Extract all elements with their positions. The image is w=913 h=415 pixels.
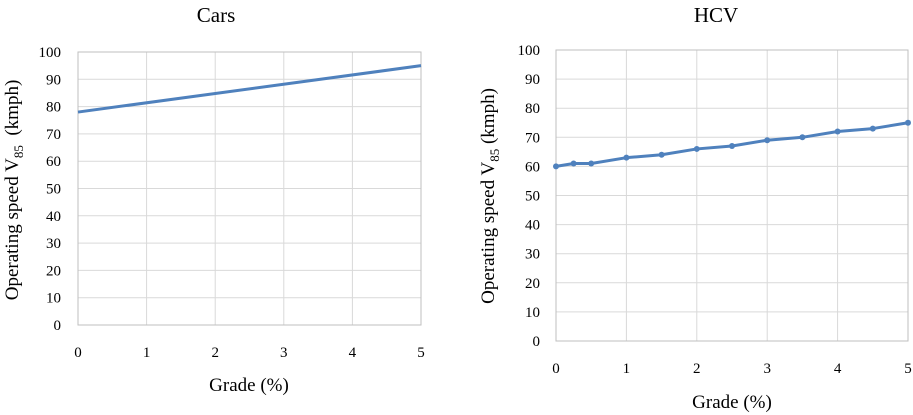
- y-axis-label-unit-cars: (kmph): [2, 80, 23, 145]
- y-axis-label-cars: Operating speed V85 (kmph): [2, 80, 26, 301]
- y-tick-label: 30: [46, 236, 61, 252]
- y-tick-label: 80: [46, 100, 61, 116]
- y-tick-label: 90: [46, 72, 61, 88]
- y-tick-labels-hcv: 0 10 20 30 40 50 60 70 80 90 100: [518, 43, 541, 350]
- y-tick-labels-cars: 0 10 20 30 40 50 60 70 80 90 100: [39, 45, 62, 334]
- chart-title-cars: Cars: [197, 3, 236, 27]
- x-tick-label: 5: [904, 361, 912, 377]
- plot-frame: [555, 49, 909, 342]
- data-point: [570, 160, 577, 167]
- series-cars: [77, 64, 422, 114]
- data-point: [729, 143, 735, 150]
- x-tick-label: 4: [834, 361, 842, 377]
- data-point: [799, 134, 806, 141]
- x-tick-label: 5: [417, 345, 425, 361]
- y-tick-label: 30: [525, 247, 540, 263]
- data-point: [553, 163, 559, 170]
- x-axis-label-cars: Grade (%): [209, 375, 289, 396]
- y-tick-label: 10: [46, 291, 61, 307]
- y-tick-label: 70: [525, 130, 540, 146]
- x-axis-label-hcv: Grade (%): [692, 392, 772, 413]
- x-tick-label: 1: [143, 345, 151, 361]
- y-tick-label: 40: [46, 209, 61, 225]
- y-tick-label: 0: [54, 318, 62, 334]
- y-axis-label-subscript-hcv: 85: [487, 149, 502, 162]
- data-point: [658, 151, 665, 158]
- y-axis-label-unit-hcv: (kmph): [478, 88, 499, 149]
- chart-cars: Cars 0 10 20 30 40 50 60 70 80 90 100 0 1 2 3 4 5 Grade…: [2, 3, 425, 396]
- x-tick-label: 2: [693, 361, 701, 377]
- series-line: [77, 64, 422, 114]
- data-point: [623, 154, 630, 161]
- data-point: [834, 128, 841, 135]
- x-tick-label: 4: [349, 345, 357, 361]
- x-tick-label: 2: [211, 345, 219, 361]
- y-tick-label: 10: [525, 305, 540, 321]
- x-tick-label: 1: [623, 361, 631, 377]
- x-tick-labels-cars: 0 1 2 3 4 5: [74, 345, 425, 361]
- plot-area-hcv: [555, 49, 909, 342]
- data-point: [588, 160, 595, 167]
- y-tick-label: 100: [39, 45, 62, 61]
- x-tick-label: 3: [280, 345, 288, 361]
- y-tick-label: 20: [46, 263, 61, 279]
- y-axis-label-main-cars: Operating speed V: [2, 158, 23, 300]
- data-point: [764, 137, 771, 144]
- y-tick-label: 70: [46, 127, 61, 143]
- chart-title-hcv: HCV: [694, 3, 738, 27]
- x-tick-label: 3: [763, 361, 771, 377]
- y-tick-label: 60: [46, 154, 61, 170]
- x-tick-labels-hcv: 0 1 2 3 4 5: [552, 361, 912, 377]
- plot-frame: [77, 51, 422, 326]
- x-tick-label: 0: [552, 361, 560, 377]
- chart-hcv: HCV 0 10 20 30 40 50 60 70 80 90 100 0 1 2 3 4 5 Grade …: [478, 3, 912, 413]
- y-tick-label: 90: [525, 72, 540, 88]
- y-axis-label-main-hcv: Operating speed V: [478, 162, 499, 304]
- y-tick-label: 40: [525, 218, 540, 234]
- y-tick-label: 50: [525, 189, 540, 205]
- y-tick-label: 0: [533, 334, 541, 350]
- plot-area-cars: [77, 51, 422, 326]
- series-hcv: [553, 119, 911, 170]
- data-point: [693, 145, 700, 152]
- y-axis-label-hcv: Operating speed V85 (kmph): [478, 88, 502, 304]
- y-tick-label: 80: [525, 101, 540, 117]
- y-tick-label: 60: [525, 159, 540, 175]
- y-tick-label: 50: [46, 182, 61, 198]
- x-tick-label: 0: [74, 345, 82, 361]
- y-axis-label-subscript-cars: 85: [11, 145, 26, 158]
- y-tick-label: 20: [525, 276, 540, 292]
- data-point: [905, 119, 911, 126]
- y-tick-label: 100: [518, 43, 541, 59]
- data-point: [869, 125, 876, 132]
